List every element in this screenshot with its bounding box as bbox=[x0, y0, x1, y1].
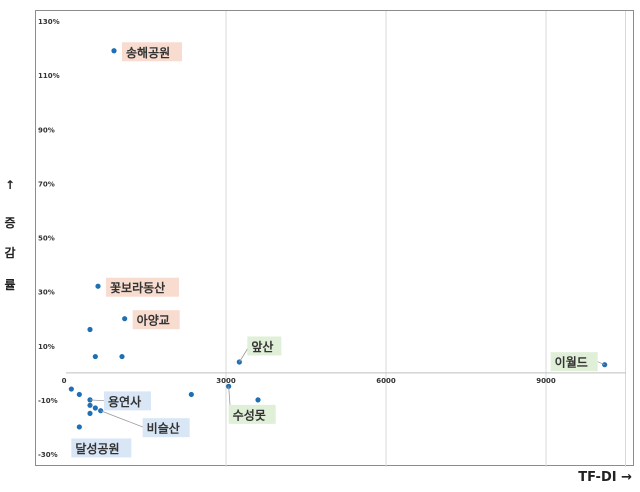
data-point bbox=[255, 397, 261, 403]
leader-line bbox=[100, 410, 145, 429]
point-label: 꽃보라동산 bbox=[110, 280, 165, 295]
data-point bbox=[95, 283, 101, 289]
data-point bbox=[87, 410, 93, 417]
label-box bbox=[550, 352, 598, 372]
y-axis-arrow: ↑ bbox=[4, 178, 16, 192]
point-label: 용연사 bbox=[108, 394, 141, 409]
leader-line bbox=[597, 361, 605, 366]
y-tick-label: 70% bbox=[38, 180, 55, 188]
point-label: 송해공원 bbox=[126, 46, 170, 60]
x-tick-label: 3000 bbox=[216, 377, 236, 385]
data-point bbox=[92, 353, 98, 360]
data-point bbox=[87, 326, 93, 333]
label-box bbox=[104, 391, 151, 411]
y-tick-label: 90% bbox=[38, 126, 55, 134]
x-axis-title: TF-DI → bbox=[578, 470, 632, 485]
label-box bbox=[71, 438, 132, 458]
x-tick-label: 0 bbox=[62, 377, 67, 385]
point-label: 앞산 bbox=[251, 339, 273, 354]
point-label: 달성공원 bbox=[75, 442, 119, 456]
point-label: 이월드 bbox=[555, 355, 588, 370]
data-point bbox=[122, 316, 128, 322]
data-point bbox=[236, 359, 242, 365]
data-point bbox=[226, 383, 232, 389]
y-tick-label: -10% bbox=[38, 397, 58, 405]
y-tick-label: 10% bbox=[38, 343, 55, 351]
data-point bbox=[92, 405, 98, 411]
data-point bbox=[188, 391, 194, 398]
data-point bbox=[68, 386, 74, 392]
point-label: 아양교 bbox=[137, 313, 170, 328]
x-tick-label: 9000 bbox=[536, 377, 556, 385]
label-box bbox=[142, 418, 190, 438]
label-box bbox=[132, 310, 180, 330]
y-tick-label: 130% bbox=[38, 18, 60, 26]
y-tick-label: -30% bbox=[38, 451, 58, 459]
point-label: 수성못 bbox=[233, 408, 266, 422]
data-point bbox=[76, 391, 82, 398]
x-tick-label: 6000 bbox=[376, 377, 396, 385]
chart-frame: 130% 110% 90% 70% 50% 30% 10% -10% -30% 0 3000 6000… bbox=[35, 10, 634, 467]
label-box bbox=[106, 277, 179, 297]
label-box bbox=[122, 42, 182, 62]
data-point bbox=[602, 362, 608, 368]
leader-line bbox=[89, 399, 107, 402]
y-tick-label: 30% bbox=[38, 289, 55, 297]
y-tick-label: 50% bbox=[38, 235, 55, 243]
data-point bbox=[76, 424, 82, 430]
data-point bbox=[111, 48, 117, 54]
y-axis-char-3: 률 bbox=[4, 278, 16, 292]
label-box bbox=[228, 404, 276, 424]
y-axis-char-2: 감 bbox=[4, 246, 16, 260]
y-tick-label: 110% bbox=[38, 72, 60, 80]
point-label: 비슬산 bbox=[147, 421, 180, 436]
data-point bbox=[119, 353, 125, 360]
y-axis-char-1: 증 bbox=[4, 216, 16, 230]
label-box bbox=[247, 336, 282, 356]
data-point bbox=[87, 402, 93, 408]
scatter-plot: 130% 110% 90% 70% 50% 30% 10% -10% -30% 0 3000 6000… bbox=[38, 11, 626, 467]
